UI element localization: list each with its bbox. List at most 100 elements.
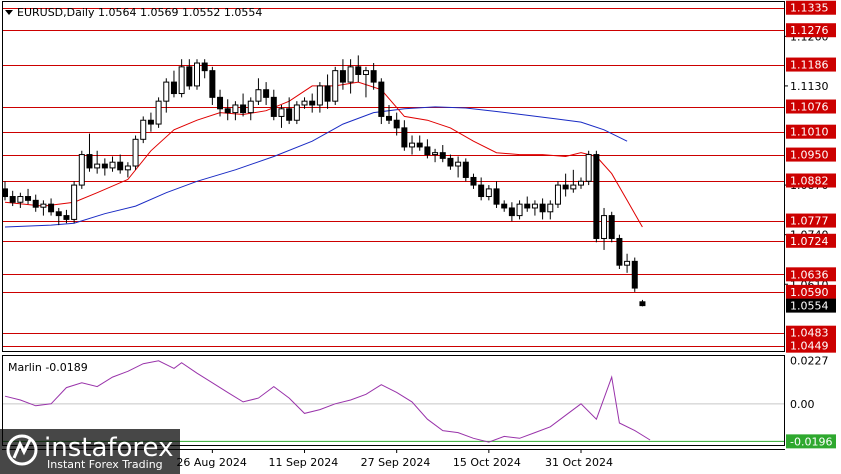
candle-body	[78, 154, 85, 186]
collapse-triangle-icon[interactable]	[5, 10, 13, 15]
candle-body	[524, 203, 531, 209]
candle	[570, 169, 577, 193]
candle-body	[409, 142, 416, 148]
candle	[178, 59, 185, 98]
level-label-box	[786, 213, 836, 228]
candle-body	[55, 211, 62, 217]
candle-body	[347, 66, 354, 83]
candle	[508, 202, 515, 222]
candle	[240, 93, 247, 117]
candle	[531, 200, 538, 216]
candle	[386, 104, 392, 125]
candle	[224, 99, 231, 121]
candle-body	[309, 100, 316, 106]
level-label: 1.0590	[790, 286, 829, 299]
candle-body	[570, 184, 577, 190]
candle-body	[124, 165, 131, 171]
candle	[455, 156, 462, 178]
candle-body	[286, 108, 293, 121]
candle-body	[439, 152, 446, 159]
candle-body	[401, 127, 408, 148]
candle	[355, 55, 362, 83]
candle	[117, 154, 124, 174]
indicator-pane-frame	[2, 355, 785, 446]
candle	[547, 200, 554, 220]
candle	[362, 66, 369, 98]
ma-slow-line	[4, 106, 628, 228]
level-label-box	[786, 173, 836, 188]
candle-body	[109, 161, 116, 169]
candle-body	[424, 146, 431, 156]
candle-body	[339, 70, 346, 83]
candle	[32, 194, 39, 212]
candle	[593, 150, 600, 243]
candle-body	[71, 184, 78, 220]
candle	[186, 59, 193, 90]
candle	[140, 116, 147, 144]
candle	[601, 207, 608, 250]
level-label-box	[786, 325, 836, 340]
candle	[17, 192, 24, 208]
candle-body	[616, 237, 623, 266]
candle	[578, 177, 584, 189]
candle	[147, 112, 154, 132]
level-label-box	[786, 233, 836, 248]
candle	[516, 200, 523, 220]
candle-body	[270, 96, 277, 117]
candle	[201, 59, 208, 79]
candle-body	[562, 184, 569, 190]
candle	[155, 97, 162, 128]
instaforex-logo: instaforex Instant Forex Trading	[0, 429, 180, 474]
candle	[478, 177, 485, 201]
candle-body	[316, 85, 323, 106]
candle	[263, 82, 270, 105]
candle-body	[416, 142, 423, 148]
price-axis-label: 1.1130	[790, 80, 829, 93]
candle-body	[147, 119, 154, 125]
candle	[631, 257, 638, 292]
candle-body	[240, 104, 247, 114]
candle	[255, 78, 262, 105]
candle-body	[94, 163, 101, 169]
candle-body	[9, 196, 16, 203]
candle	[124, 162, 131, 178]
oscillator-group: 0.0227 0.00 -0.0196	[3, 354, 836, 449]
candle-body	[578, 180, 584, 186]
candle-body	[170, 81, 177, 95]
candle-body	[539, 203, 546, 213]
level-label-box	[786, 23, 836, 38]
candle	[293, 101, 300, 125]
time-axis-label: 27 Sep 2024	[361, 456, 431, 469]
candle	[347, 59, 354, 94]
level-label: 1.0882	[790, 175, 829, 188]
candle-body	[324, 85, 331, 102]
candle-body	[462, 161, 469, 178]
candle	[209, 66, 216, 105]
candle	[562, 173, 569, 197]
candle	[470, 173, 477, 189]
candle	[501, 200, 508, 212]
level-label: 1.0449	[790, 340, 829, 353]
candle	[48, 198, 55, 216]
candle	[270, 89, 277, 121]
time-axis-label: 26 Aug 2024	[176, 456, 246, 469]
price-axis-group: 1.12601.11301.08701.07401.06101.13351.12…	[784, 0, 836, 353]
candle-body	[493, 188, 500, 205]
candle-body	[201, 62, 208, 72]
candle-body	[386, 115, 392, 121]
candle	[439, 145, 446, 163]
candle-body	[155, 100, 162, 125]
candle-body	[25, 196, 32, 201]
candle-body	[232, 104, 239, 114]
candle-body	[32, 199, 39, 208]
candle	[332, 66, 339, 105]
logo-wordmark: instaforex	[44, 433, 173, 463]
logo-tagline: Instant Forex Trading	[47, 458, 163, 471]
candle-body	[101, 163, 108, 169]
current-price-label: 1.0554	[790, 300, 829, 313]
candle	[63, 209, 70, 224]
main-pane-frame	[2, 1, 785, 352]
candle-body	[547, 203, 554, 213]
candle-body	[508, 207, 515, 217]
